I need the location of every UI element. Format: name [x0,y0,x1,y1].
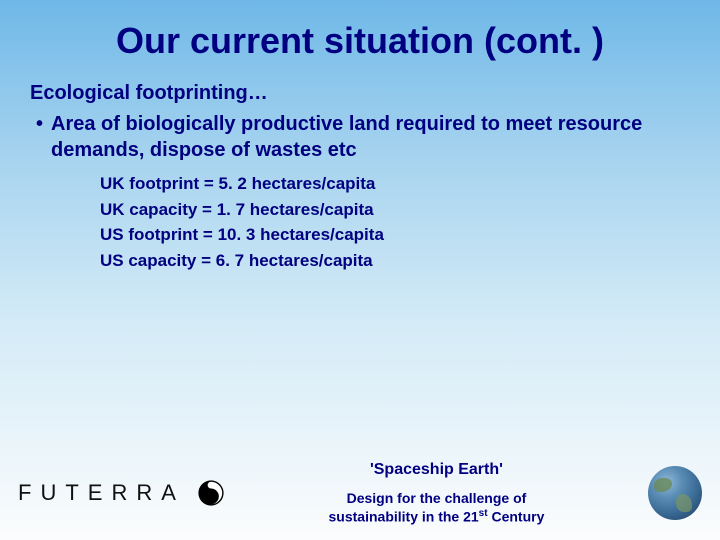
design-line1: Design for the challenge of [347,490,527,506]
earth-icon [648,466,702,520]
design-line2-pre: sustainability in the 21 [329,509,479,525]
spaceship-earth-label: 'Spaceship Earth' [225,461,648,479]
swirl-icon [197,479,225,507]
slide-content: Ecological footprinting… • Area of biolo… [0,72,720,273]
footer-center: 'Spaceship Earth' Design for the challen… [225,461,648,526]
design-text: Design for the challenge of sustainabili… [225,489,648,526]
bullet-marker: • [30,111,43,137]
footer-left: FUTERRA [18,479,225,507]
slide-title: Our current situation (cont. ) [0,0,720,72]
bullet-row: • Area of biologically productive land r… [30,111,690,163]
stat-line: US capacity = 6. 7 hectares/capita [100,248,690,274]
brand-logo: FUTERRA [18,480,185,506]
stat-line: US footprint = 10. 3 hectares/capita [100,222,690,248]
stats-block: UK footprint = 5. 2 hectares/capita UK c… [30,171,690,273]
stat-line: UK capacity = 1. 7 hectares/capita [100,197,690,223]
slide-footer: FUTERRA 'Spaceship Earth' Design for the… [0,461,720,526]
design-line2-sup: st [479,508,488,519]
stat-line: UK footprint = 5. 2 hectares/capita [100,171,690,197]
design-line2-post: Century [488,509,545,525]
bullet-text: Area of biologically productive land req… [51,111,690,163]
content-subtitle: Ecological footprinting… [30,82,690,105]
